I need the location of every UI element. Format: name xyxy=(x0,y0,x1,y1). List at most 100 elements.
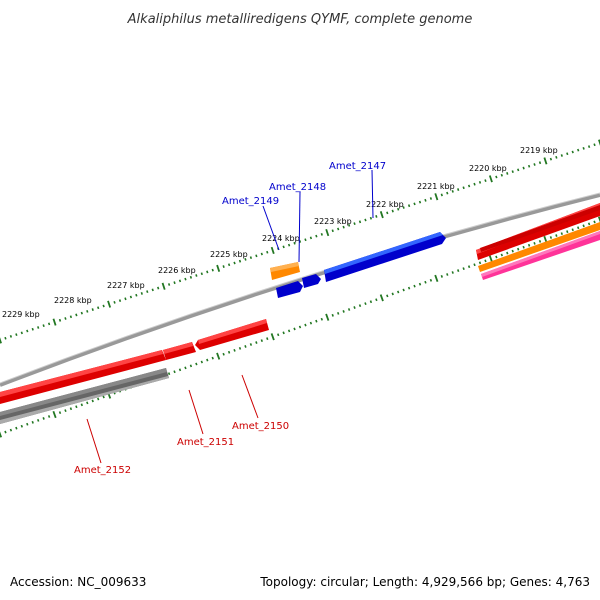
minor-tick xyxy=(478,181,482,184)
minor-tick xyxy=(129,295,133,299)
minor-tick xyxy=(500,173,503,177)
minor-tick xyxy=(424,280,427,284)
minor-tick xyxy=(500,253,503,257)
minor-tick xyxy=(167,283,171,286)
minor-tick xyxy=(80,311,83,315)
minor-tick xyxy=(287,329,291,333)
minor-tick xyxy=(495,175,498,179)
gene-feature-amet-2147[interactable] xyxy=(324,232,446,282)
minor-tick xyxy=(353,306,356,309)
minor-tick xyxy=(86,309,89,313)
minor-tick xyxy=(277,333,280,337)
gene-label-amet-2148[interactable]: Amet_2148 xyxy=(269,182,326,193)
minor-tick xyxy=(364,218,367,222)
minor-tick xyxy=(538,161,542,165)
minor-tick xyxy=(342,310,345,313)
major-tick xyxy=(107,300,112,308)
major-tick xyxy=(379,294,384,302)
kbp-label: 2222 kbp xyxy=(366,200,404,209)
major-tick xyxy=(325,228,330,237)
minor-tick xyxy=(473,263,476,267)
minor-tick xyxy=(391,292,394,296)
major-tick xyxy=(597,216,600,223)
major-tick xyxy=(161,282,166,290)
minor-tick xyxy=(506,251,509,255)
minor-tick xyxy=(337,311,340,315)
minor-tick xyxy=(446,191,449,195)
minor-tick xyxy=(478,261,482,265)
minor-tick xyxy=(189,275,193,279)
minor-tick xyxy=(397,207,400,211)
minor-tick xyxy=(222,352,225,356)
minor-tick xyxy=(331,229,334,233)
minor-tick xyxy=(102,395,105,399)
gene-label-amet-2150[interactable]: Amet_2150 xyxy=(232,421,289,432)
minor-tick xyxy=(238,347,242,350)
minor-tick xyxy=(517,168,520,172)
minor-tick xyxy=(211,268,214,272)
minor-tick xyxy=(517,247,520,251)
gene-feature-amet-2148[interactable] xyxy=(302,274,321,288)
minor-tick xyxy=(173,370,176,374)
gene-feature-orange-right[interactable] xyxy=(478,222,600,272)
minor-tick xyxy=(337,227,340,231)
gene-feature-amet-2149[interactable] xyxy=(276,281,303,298)
minor-tick xyxy=(47,415,51,418)
minor-tick xyxy=(375,298,378,302)
minor-tick xyxy=(511,249,514,253)
minor-tick xyxy=(26,422,29,426)
scale-labels: 2219 kbp 2220 kbp 2221 kbp 2222 kbp 2223… xyxy=(2,146,558,319)
minor-tick xyxy=(560,232,563,236)
minor-tick xyxy=(97,306,100,310)
minor-tick xyxy=(195,274,198,277)
minor-tick xyxy=(473,182,476,186)
minor-tick xyxy=(407,204,411,208)
major-tick xyxy=(434,193,439,201)
gene-label-amet-2151[interactable]: Amet_2151 xyxy=(177,437,234,448)
kbp-label: 2228 kbp xyxy=(54,296,92,305)
minor-tick xyxy=(424,198,427,202)
minor-tick xyxy=(206,358,209,362)
minor-tick xyxy=(429,197,433,200)
minor-tick xyxy=(211,356,214,360)
minor-tick xyxy=(462,186,465,190)
minor-tick xyxy=(353,222,356,225)
minor-tick xyxy=(315,234,318,238)
minor-tick xyxy=(64,317,67,320)
kbp-label: 2226 kbp xyxy=(158,266,196,275)
minor-tick xyxy=(75,405,78,409)
minor-tick xyxy=(227,350,231,354)
kbp-label: 2221 kbp xyxy=(417,182,455,191)
major-tick xyxy=(488,175,493,183)
minor-tick xyxy=(255,254,258,258)
gene-label-amet-2147[interactable]: Amet_2147 xyxy=(329,161,386,172)
minor-tick xyxy=(369,300,373,304)
minor-tick xyxy=(189,364,193,368)
minor-tick xyxy=(593,143,596,147)
kbp-label: 2224 kbp xyxy=(262,234,300,243)
reverse-strand-genes xyxy=(0,319,269,424)
minor-tick xyxy=(86,401,89,405)
minor-tick xyxy=(206,270,209,274)
kbp-label: 2220 kbp xyxy=(469,164,507,173)
gene-feature-red-right-2[interactable] xyxy=(480,205,600,252)
minor-tick xyxy=(522,166,525,170)
minor-tick xyxy=(555,155,558,159)
minor-tick xyxy=(249,343,253,346)
minor-tick xyxy=(309,321,313,325)
minor-tick xyxy=(266,250,269,254)
gene-label-amet-2152[interactable]: Amet_2152 xyxy=(74,465,131,476)
minor-tick xyxy=(293,241,296,245)
minor-tick xyxy=(511,170,514,174)
minor-tick xyxy=(533,163,536,166)
minor-tick xyxy=(233,261,236,265)
minor-tick xyxy=(533,241,536,245)
minor-tick xyxy=(457,269,460,272)
gene-label-amet-2149[interactable]: Amet_2149 xyxy=(222,196,279,207)
minor-tick xyxy=(386,211,389,215)
minor-tick xyxy=(9,428,13,432)
minor-tick xyxy=(195,362,198,366)
minor-tick xyxy=(440,275,443,278)
kbp-label: 2229 kbp xyxy=(2,310,40,319)
